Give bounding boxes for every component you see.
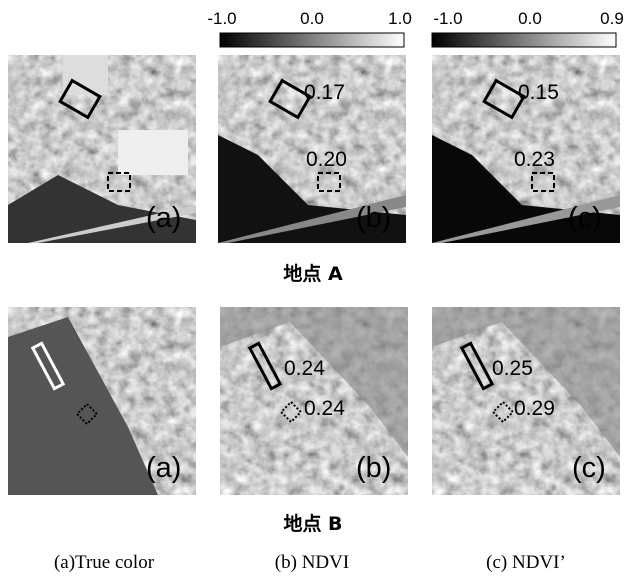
colorbar-label: 0.0 [300, 9, 324, 28]
image-panel: 0.25 0.29 (c) [432, 307, 620, 495]
colorbar-label: 1.0 [388, 9, 412, 28]
caption: (c) NDVI’ [486, 552, 566, 573]
site-title: 地点 A [283, 262, 343, 285]
colorbar-label: 0.0 [518, 9, 542, 28]
colorbar-gradient [432, 33, 616, 47]
image-panel: 0.17 0.20 (b) [218, 55, 406, 243]
image-panel: (a) [8, 55, 196, 243]
image-panel: (a) [8, 307, 196, 495]
colorbar: -1.0 0.0 0.9 [432, 9, 624, 47]
annotation-value: 0.23 [514, 148, 555, 171]
annotation-value: 0.25 [492, 357, 533, 380]
panel-label: (c) [568, 202, 602, 234]
figure: -1.0 0.0 1.0 -1.0 0.0 0.9 (a) 0.17 0.20 … [0, 0, 626, 581]
annotation-value: 0.15 [518, 81, 559, 104]
image-panel: 0.15 0.23 (c) [432, 55, 620, 243]
site-title: 地点 B [283, 512, 342, 535]
annotation-value: 0.24 [304, 397, 345, 420]
panel-label: (c) [572, 452, 606, 484]
annotation-value: 0.24 [284, 357, 325, 380]
annotation-value: 0.20 [306, 148, 347, 171]
annotation-value: 0.29 [514, 397, 555, 420]
annotation-value: 0.17 [304, 81, 345, 104]
colorbar: -1.0 0.0 1.0 [207, 9, 411, 47]
colorbar-label: -1.0 [207, 9, 236, 28]
panel-label: (b) [356, 202, 391, 234]
caption: (a)True color [54, 552, 155, 573]
panel-label: (a) [146, 452, 181, 484]
panel-label: (a) [146, 202, 181, 234]
image-panel: 0.24 0.24 (b) [220, 307, 408, 495]
colorbar-label: -1.0 [433, 9, 462, 28]
colorbar-gradient [220, 33, 404, 47]
panel-label: (b) [356, 452, 391, 484]
caption: (b) NDVI [275, 552, 349, 573]
colorbar-label: 0.9 [600, 9, 624, 28]
